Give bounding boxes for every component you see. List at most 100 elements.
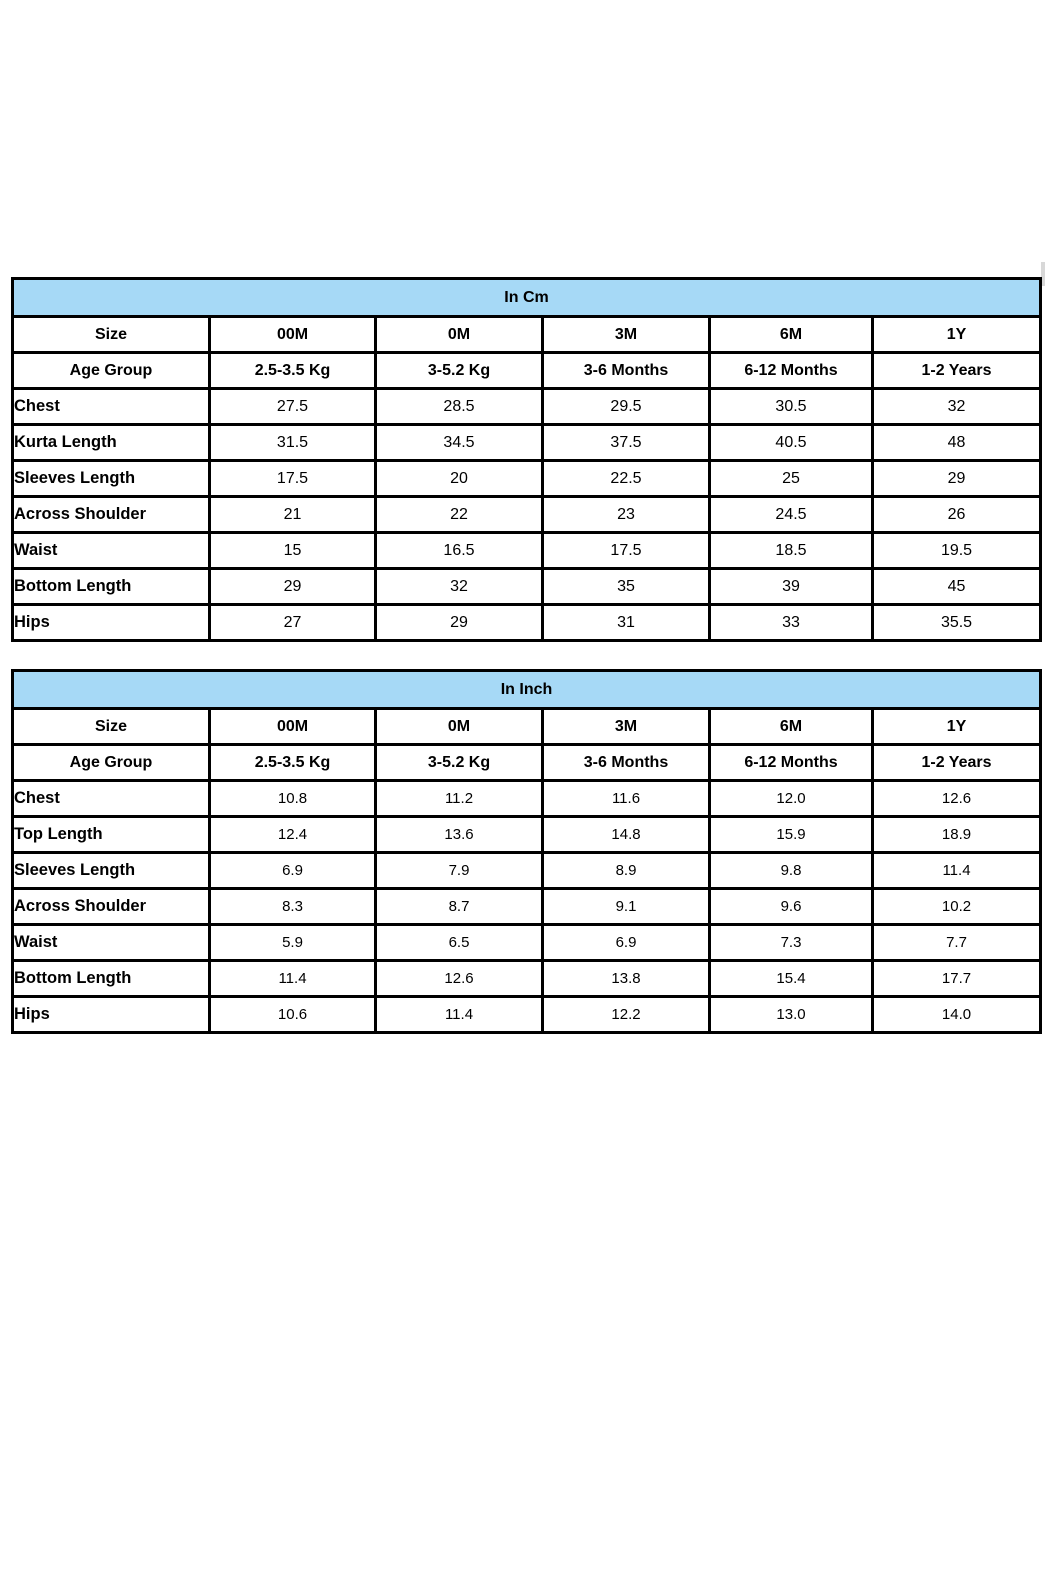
measurement-cell: 10.8: [208, 779, 377, 818]
measurement-cell: 8.9: [541, 851, 711, 890]
measurement-cell: 19.5: [870, 531, 1043, 570]
measurement-cell: 39: [708, 567, 874, 606]
measurement-cell: 29: [208, 567, 377, 606]
age-col-header: 1-2 Years: [871, 743, 1042, 782]
measurement-cell: 15: [208, 531, 377, 570]
measurement-cell: 6.9: [208, 851, 377, 890]
size-header-row: Size 00M 0M 3M 6M 1Y: [11, 707, 1042, 746]
table-title: In Cm: [10, 277, 1043, 318]
age-col-header: 3-6 Months: [541, 743, 711, 782]
row-label: Kurta Length: [11, 423, 211, 462]
table-row: Kurta Length 31.5 34.5 37.5 40.5 48: [11, 423, 1043, 462]
table-row: Waist 5.9 6.5 6.9 7.3 7.7: [11, 923, 1042, 962]
table-row: Sleeves Length 17.5 20 22.5 25 29: [11, 459, 1043, 498]
table-title: In Inch: [11, 669, 1042, 710]
measurement-cell: 6.5: [374, 923, 544, 962]
table-row: Hips 10.6 11.4 12.2 13.0 14.0: [11, 995, 1042, 1034]
size-row-label: Size: [11, 315, 211, 354]
measurement-cell: 37.5: [541, 423, 711, 462]
measurement-cell: 5.9: [208, 923, 377, 962]
row-label: Waist: [11, 531, 211, 570]
measurement-cell: 18.5: [708, 531, 874, 570]
measurement-cell: 17.5: [208, 459, 377, 498]
table-row: Across Shoulder 21 22 23 24.5 26: [11, 495, 1043, 534]
measurement-cell: 31.5: [208, 423, 377, 462]
measurement-cell: 10.6: [208, 995, 377, 1034]
size-col-header: 00M: [208, 707, 377, 746]
measurement-cell: 40.5: [708, 423, 874, 462]
age-col-header: 2.5-3.5 Kg: [208, 351, 377, 390]
measurement-cell: 30.5: [708, 387, 874, 426]
table-row: Sleeves Length 6.9 7.9 8.9 9.8 11.4: [11, 851, 1042, 890]
measurement-cell: 9.6: [708, 887, 874, 926]
age-row-label: Age Group: [11, 351, 211, 390]
measurement-cell: 13.6: [374, 815, 544, 854]
measurement-cell: 16.5: [374, 531, 544, 570]
measurement-cell: 11.6: [541, 779, 711, 818]
row-label: Hips: [11, 995, 211, 1034]
measurement-cell: 7.3: [708, 923, 874, 962]
row-label: Chest: [11, 387, 211, 426]
measurement-cell: 14.0: [871, 995, 1042, 1034]
table-title-row: In Inch: [11, 669, 1042, 710]
size-tables-container: In Cm Size 00M 0M 3M 6M 1Y Age Group 2.5…: [10, 277, 1043, 1034]
row-label: Sleeves Length: [11, 851, 211, 890]
age-col-header: 1-2 Years: [870, 351, 1043, 390]
measurement-cell: 11.4: [871, 851, 1042, 890]
measurement-cell: 27: [208, 603, 377, 642]
measurement-cell: 26: [870, 495, 1043, 534]
measurement-cell: 34.5: [374, 423, 544, 462]
measurement-cell: 12.4: [208, 815, 377, 854]
measurement-cell: 11.2: [374, 779, 544, 818]
measurement-cell: 22.5: [541, 459, 711, 498]
measurement-cell: 6.9: [541, 923, 711, 962]
table-row: Waist 15 16.5 17.5 18.5 19.5: [11, 531, 1043, 570]
measurement-cell: 11.4: [374, 995, 544, 1034]
size-col-header: 0M: [374, 707, 544, 746]
measurement-cell: 12.0: [708, 779, 874, 818]
measurement-cell: 11.4: [208, 959, 377, 998]
screen-edge-artifact: [1041, 262, 1045, 286]
measurement-cell: 31: [541, 603, 711, 642]
measurement-cell: 33: [708, 603, 874, 642]
measurement-cell: 29.5: [541, 387, 711, 426]
size-col-header: 3M: [541, 707, 711, 746]
measurement-cell: 13.8: [541, 959, 711, 998]
row-label: Chest: [11, 779, 211, 818]
age-col-header: 3-5.2 Kg: [374, 351, 544, 390]
table-row: Hips 27 29 31 33 35.5: [11, 603, 1043, 642]
size-row-label: Size: [11, 707, 211, 746]
table-title-row: In Cm: [10, 277, 1043, 318]
measurement-cell: 29: [374, 603, 544, 642]
row-label: Across Shoulder: [11, 495, 211, 534]
age-col-header: 3-6 Months: [541, 351, 711, 390]
size-col-header: 1Y: [870, 315, 1043, 354]
table-row: Top Length 12.4 13.6 14.8 15.9 18.9: [11, 815, 1042, 854]
size-col-header: 0M: [374, 315, 544, 354]
measurement-cell: 7.7: [871, 923, 1042, 962]
table-row: Bottom Length 29 32 35 39 45: [11, 567, 1043, 606]
size-header-row: Size 00M 0M 3M 6M 1Y: [11, 315, 1043, 354]
age-row-label: Age Group: [11, 743, 211, 782]
age-group-row: Age Group 2.5-3.5 Kg 3-5.2 Kg 3-6 Months…: [11, 743, 1042, 782]
row-label: Hips: [11, 603, 211, 642]
measurement-cell: 21: [208, 495, 377, 534]
measurement-cell: 7.9: [374, 851, 544, 890]
table-row: Across Shoulder 8.3 8.7 9.1 9.6 10.2: [11, 887, 1042, 926]
table-row: Bottom Length 11.4 12.6 13.8 15.4 17.7: [11, 959, 1042, 998]
measurement-cell: 9.1: [541, 887, 711, 926]
measurement-cell: 8.3: [208, 887, 377, 926]
age-group-row: Age Group 2.5-3.5 Kg 3-5.2 Kg 3-6 Months…: [11, 351, 1043, 390]
measurement-cell: 15.4: [708, 959, 874, 998]
measurement-cell: 45: [870, 567, 1043, 606]
size-col-header: 6M: [708, 315, 874, 354]
measurement-cell: 22: [374, 495, 544, 534]
measurement-cell: 35.5: [870, 603, 1043, 642]
measurement-cell: 27.5: [208, 387, 377, 426]
row-label: Bottom Length: [11, 567, 211, 606]
measurement-cell: 17.5: [541, 531, 711, 570]
size-col-header: 1Y: [871, 707, 1042, 746]
measurement-cell: 9.8: [708, 851, 874, 890]
age-col-header: 3-5.2 Kg: [374, 743, 544, 782]
